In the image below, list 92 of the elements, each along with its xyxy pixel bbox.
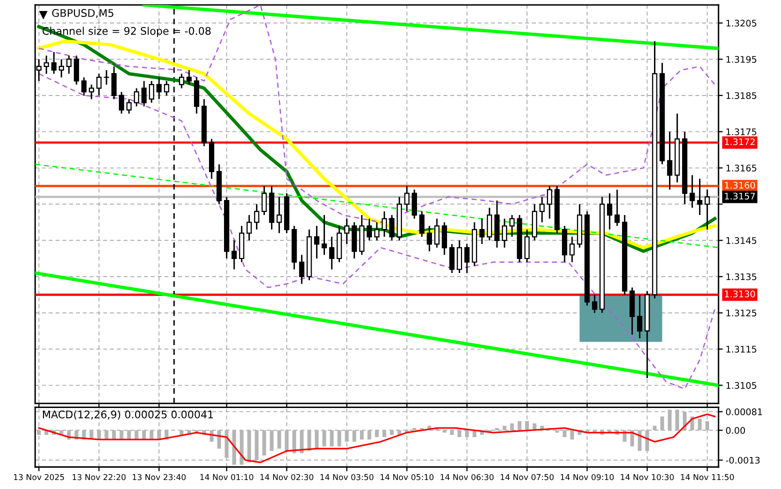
candlestick [344, 218, 350, 245]
candlestick [322, 214, 327, 256]
x-tick-label: 14 Nov 02:30 [260, 474, 314, 480]
candlestick [118, 91, 124, 114]
candlestick [509, 214, 515, 238]
candlestick [524, 228, 530, 263]
candlestick [262, 185, 267, 216]
candlestick [434, 218, 440, 248]
candlestick [66, 54, 72, 74]
candlestick [426, 225, 432, 252]
candlestick [88, 84, 94, 100]
candlestick [697, 178, 702, 216]
candlestick [374, 222, 380, 242]
y-tick-label: 1.3105 [726, 382, 756, 389]
candlestick [486, 207, 492, 242]
candlestick [164, 80, 170, 96]
y-tick-label: -0.0013 [726, 456, 760, 464]
y-tick-label: 1.3185 [726, 92, 756, 100]
x-tick-label: 14 Nov 11:50 [680, 474, 734, 480]
candlestick [479, 218, 485, 245]
candlestick [389, 214, 394, 242]
candlestick [667, 131, 672, 190]
bar [472, 430, 476, 438]
candlestick [539, 196, 545, 223]
candlestick [148, 80, 154, 104]
candlestick [44, 54, 50, 74]
candlestick [178, 73, 184, 89]
x-tick-label: 13 Nov 22:20 [72, 474, 126, 480]
ref-line-label: 1.3130 [724, 290, 755, 298]
y-tick-label: 1.3205 [726, 20, 756, 27]
y-tick-label: 1.3195 [726, 56, 756, 63]
candlestick [464, 243, 470, 274]
candlestick [104, 69, 110, 86]
y-tick-label: 1.3125 [726, 310, 756, 316]
candlestick [404, 185, 410, 212]
candlestick [456, 240, 462, 274]
x-tick-label: 14 Nov 06:30 [440, 474, 494, 480]
candlestick [74, 54, 80, 86]
candlestick [276, 196, 282, 234]
candlestick [569, 236, 575, 263]
candlestick [156, 76, 162, 100]
candlestick [546, 185, 552, 220]
y-tick-label: 1.3135 [726, 273, 756, 280]
candlestick [690, 174, 695, 208]
candlestick [299, 254, 304, 285]
y-tick-label: 1.3165 [726, 164, 756, 172]
candlestick [126, 98, 132, 114]
ref-line-label: 1.3157 [724, 192, 755, 200]
candlestick [592, 294, 598, 314]
y-tick-label: 0.00081 [726, 408, 762, 416]
candlestick [382, 210, 387, 238]
candlestick [329, 236, 334, 270]
candlestick [637, 294, 642, 339]
chart-title: GBPUSD,M5 [52, 9, 114, 18]
candlestick [51, 51, 57, 74]
candlestick [607, 192, 612, 230]
candlestick [111, 66, 117, 100]
candlestick [614, 188, 620, 227]
chart-title: MACD(12,26,9) 0.00025 0.00041 [43, 410, 213, 420]
candlestick [449, 243, 455, 274]
bar [518, 421, 522, 430]
x-tick-label: 14 Nov 03:50 [320, 474, 374, 480]
candlestick [96, 73, 102, 96]
candlestick [58, 58, 64, 78]
candlestick [254, 203, 260, 230]
y-tick-label: 1.3115 [726, 346, 756, 353]
x-tick-label: 14 Nov 10:30 [620, 474, 674, 480]
candlestick [442, 222, 448, 256]
x-tick-label: 14 Nov 07:50 [500, 474, 554, 480]
x-tick-label: 14 Nov 09:10 [560, 474, 614, 480]
ref-line-label: 1.3172 [724, 138, 755, 146]
ref-line-label: 1.3160 [724, 182, 755, 189]
x-tick-label: 13 Nov 23:40 [132, 474, 186, 480]
x-tick-label: 13 Nov 2025 [14, 474, 64, 480]
candlestick [412, 188, 417, 220]
candlestick [704, 188, 710, 230]
candlestick [246, 214, 252, 242]
candlestick [366, 218, 372, 242]
candlestick [232, 240, 237, 270]
candlestick [314, 225, 320, 260]
x-tick-label: 14 Nov 05:10 [380, 474, 434, 480]
candlestick [81, 76, 87, 96]
y-tick-label: 0.00 [726, 427, 745, 434]
candlestick [186, 69, 192, 86]
candlestick [419, 210, 425, 238]
candlestick [134, 88, 140, 108]
y-tick-label: 1.3145 [726, 237, 756, 244]
y-tick-label: 1.3175 [726, 128, 756, 136]
x-tick-label: 14 Nov 01:10 [200, 474, 254, 480]
line-series [38, 73, 716, 390]
candlestick [502, 218, 508, 248]
candlestick [141, 80, 147, 108]
